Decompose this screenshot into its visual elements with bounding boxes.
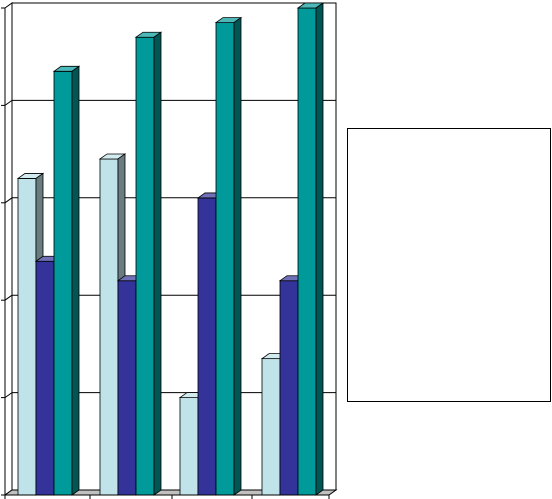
bar xyxy=(134,31,163,496)
axes xyxy=(1,7,330,499)
bar-front xyxy=(279,280,299,496)
bar-front xyxy=(99,158,119,496)
bar-front xyxy=(17,178,37,496)
bar-front xyxy=(215,22,235,496)
bars xyxy=(16,2,325,496)
bar xyxy=(52,65,81,496)
bar-front xyxy=(261,358,281,496)
bar xyxy=(296,2,325,496)
bar-front xyxy=(179,397,199,496)
side-wall xyxy=(4,2,13,496)
bar-front xyxy=(297,7,317,496)
gridline-side xyxy=(4,392,13,399)
bar-front xyxy=(197,197,217,496)
bar-side xyxy=(71,65,80,496)
bar-front xyxy=(117,280,137,496)
gridline-side xyxy=(4,197,13,204)
legend xyxy=(347,128,551,402)
gridline-side xyxy=(4,294,13,301)
bar-side xyxy=(153,31,162,496)
gridline-side xyxy=(4,99,13,106)
bar xyxy=(214,16,243,496)
bar-front xyxy=(135,36,155,496)
bar-front xyxy=(35,260,55,496)
bar-side xyxy=(233,16,242,496)
bar-side xyxy=(315,2,324,496)
bar-front xyxy=(53,70,73,496)
